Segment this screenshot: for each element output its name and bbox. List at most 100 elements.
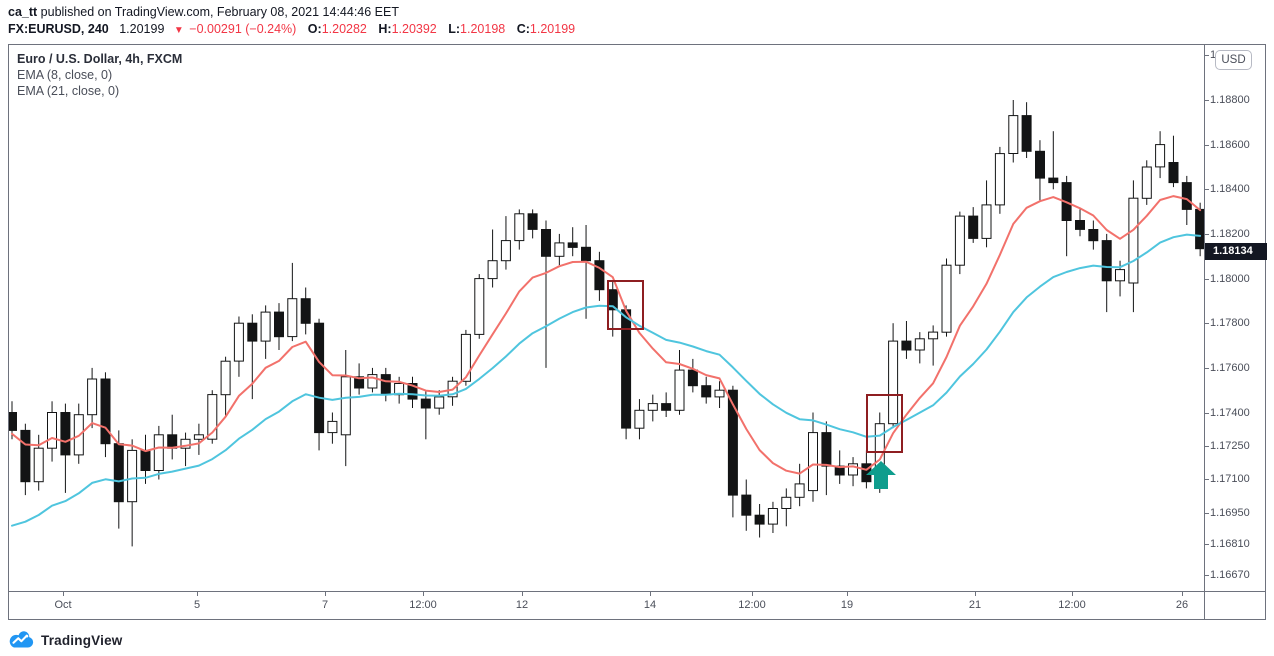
legend-ema21[interactable]: EMA (21, close, 0) — [17, 84, 120, 98]
candle-body — [541, 229, 551, 257]
candle-body — [1035, 150, 1045, 179]
candle-body — [20, 429, 31, 483]
candle-body — [741, 494, 752, 516]
price-axis-label: 1.18000 — [1210, 273, 1250, 285]
candle-body — [180, 438, 191, 449]
candle-body — [581, 246, 591, 262]
candle-body — [1101, 240, 1112, 282]
price-axis-separator — [1204, 44, 1205, 620]
price-axis-tick — [1204, 479, 1209, 480]
candle-body — [821, 432, 832, 467]
candlestick-plot[interactable] — [9, 45, 1204, 591]
open-label: O: — [307, 22, 322, 36]
candle-body — [354, 376, 365, 389]
price-axis-tick — [1204, 145, 1209, 146]
price-axis-label: 1.17400 — [1210, 407, 1250, 419]
candle-body — [247, 322, 258, 342]
candle-body — [968, 215, 979, 239]
price-axis-tick — [1204, 413, 1209, 414]
candle-body — [314, 322, 325, 434]
price-axis-tick — [1204, 279, 1209, 280]
price-axis-tick — [1204, 323, 1209, 324]
candle-body — [500, 240, 511, 262]
candle-body — [781, 496, 792, 509]
price-axis-label: 1.16810 — [1210, 538, 1250, 550]
time-axis-label: 12:00 — [409, 599, 437, 611]
time-axis-label: 19 — [840, 599, 854, 611]
candle-body — [33, 447, 44, 483]
candle-body — [1181, 182, 1192, 210]
time-axis-tick — [522, 591, 523, 596]
candle-body — [1048, 177, 1059, 184]
tradingview-wordmark: TradingView — [41, 632, 123, 648]
high-value: 1.20392 — [391, 22, 437, 36]
candle-body — [420, 398, 431, 409]
price-axis-label: 1.18200 — [1210, 228, 1250, 240]
chart-legend: Euro / U.S. Dollar, 4h, FXCM EMA (8, clo… — [17, 51, 182, 99]
time-axis-label: 26 — [1175, 599, 1189, 611]
candle-body — [1021, 115, 1032, 152]
time-axis-tick — [975, 591, 976, 596]
high-label: H: — [378, 22, 392, 36]
candle-body — [127, 449, 138, 503]
time-axis-tick — [1072, 591, 1073, 596]
candle-body — [1141, 166, 1152, 199]
candle-body — [727, 389, 738, 496]
price-axis-label: 1.17100 — [1210, 473, 1250, 485]
candle-body — [888, 340, 899, 425]
close-label: C: — [516, 22, 530, 36]
low-value: 1.20198 — [460, 22, 506, 36]
breakdown-box[interactable] — [607, 280, 644, 330]
price-axis-label: 1.16670 — [1210, 569, 1250, 581]
candle-body — [981, 204, 992, 239]
candle-body — [554, 242, 565, 257]
candle-body — [674, 369, 685, 411]
candle-body — [1115, 269, 1125, 282]
candle-body — [661, 403, 672, 411]
price-change: −0.00291 (−0.24%) — [189, 22, 297, 36]
time-axis-label: 12:00 — [738, 599, 766, 611]
candle-body — [367, 374, 378, 389]
candle-body — [487, 260, 498, 280]
last-price: 1.20199 — [119, 22, 165, 36]
ema-8-line — [11, 195, 1202, 475]
candle-body — [1088, 229, 1099, 242]
candle-body — [634, 409, 645, 429]
last-price-tag: 1.18134 — [1205, 243, 1267, 260]
candle-body — [808, 432, 818, 492]
publisher-name: ca_tt — [8, 5, 38, 19]
price-axis-tick — [1204, 446, 1209, 447]
candle-body — [754, 514, 765, 525]
price-axis-label: 1.18800 — [1210, 94, 1250, 106]
candle-body — [407, 383, 418, 400]
time-axis-tick — [1182, 591, 1183, 596]
legend-ema8[interactable]: EMA (8, close, 0) — [17, 68, 113, 82]
legend-symbol-title: Euro / U.S. Dollar, 4h, FXCM — [17, 52, 183, 66]
price-axis-tick — [1204, 368, 1209, 369]
breakout-box[interactable] — [866, 394, 903, 453]
candle-body — [300, 298, 311, 324]
arrow-up-marker[interactable] — [866, 461, 896, 489]
time-axis-label: 14 — [643, 599, 657, 611]
time-axis-label: 21 — [968, 599, 982, 611]
price-axis-label: 1.18400 — [1210, 183, 1250, 195]
candle-body — [928, 331, 939, 340]
tradingview-logo-link[interactable]: TradingView — [8, 628, 122, 652]
tradingview-cloud-icon — [9, 631, 34, 648]
time-axis-tick — [752, 591, 753, 596]
candle-body — [47, 412, 57, 449]
candle-body — [1195, 208, 1204, 250]
time-axis-tick — [423, 591, 424, 596]
currency-button[interactable]: USD — [1215, 50, 1252, 70]
candle-body — [9, 412, 17, 431]
candle-body — [687, 369, 698, 387]
candle-body — [714, 389, 725, 398]
price-axis-tick — [1204, 234, 1209, 235]
candle-body — [701, 385, 712, 398]
time-axis-label: 7 — [321, 599, 329, 611]
candle-body — [514, 213, 525, 242]
time-axis-tick — [325, 591, 326, 596]
candle-body — [527, 213, 538, 230]
candle-body — [794, 483, 805, 498]
time-axis-label: 5 — [193, 599, 201, 611]
